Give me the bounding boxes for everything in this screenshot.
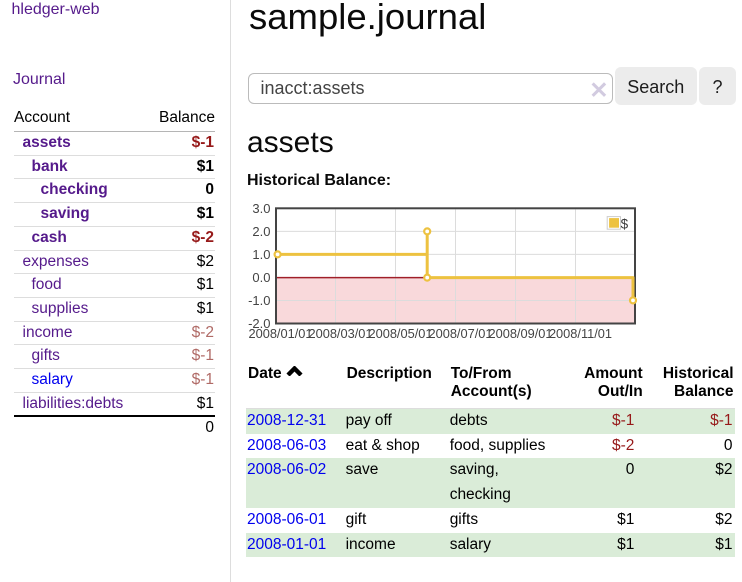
svg-text:$: $ — [621, 216, 629, 231]
svg-text:2008/09/01: 2008/09/01 — [488, 326, 552, 341]
svg-text:1.0: 1.0 — [252, 247, 270, 262]
svg-text:-1.0: -1.0 — [248, 293, 270, 308]
svg-text:2008/11/01: 2008/11/01 — [549, 326, 612, 341]
svg-text:2008/03/01: 2008/03/01 — [308, 326, 372, 341]
svg-text:3.0: 3.0 — [252, 201, 270, 216]
svg-text:2008/05/01: 2008/05/01 — [368, 326, 432, 341]
svg-text:2008/07/01: 2008/07/01 — [428, 326, 492, 341]
svg-text:0.0: 0.0 — [252, 270, 270, 285]
svg-text:2008/01/01: 2008/01/01 — [248, 326, 312, 341]
svg-text:-2.0: -2.0 — [248, 316, 270, 331]
svg-text:2.0: 2.0 — [252, 224, 270, 239]
